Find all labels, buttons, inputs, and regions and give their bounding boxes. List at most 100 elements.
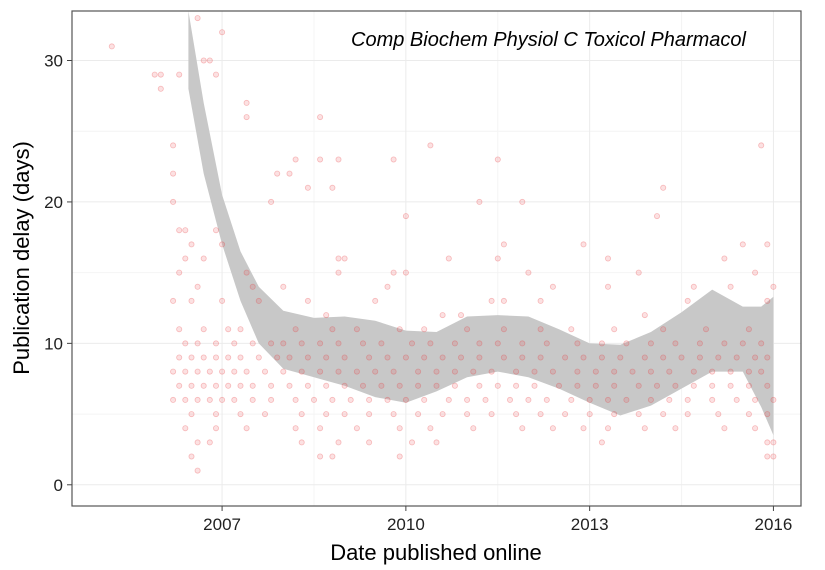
data-point [268, 396, 275, 403]
data-point [611, 368, 618, 375]
data-point [549, 425, 556, 432]
data-point [206, 368, 213, 375]
data-point [733, 354, 740, 361]
data-point [598, 439, 605, 446]
data-point [353, 368, 360, 375]
data-point [212, 354, 219, 361]
data-point [611, 411, 618, 418]
data-point [476, 354, 483, 361]
data-point [182, 227, 189, 234]
data-point [770, 283, 777, 290]
data-point [188, 453, 195, 460]
data-point [537, 297, 544, 304]
data-point [194, 396, 201, 403]
data-point [243, 269, 250, 276]
data-point [317, 453, 324, 460]
data-point [323, 312, 330, 319]
data-point [384, 283, 391, 290]
data-point [421, 326, 428, 333]
data-point [513, 382, 520, 389]
data-point [237, 354, 244, 361]
data-point [274, 170, 281, 177]
data-point [531, 382, 538, 389]
data-point [194, 283, 201, 290]
data-point [494, 156, 501, 163]
data-point [176, 269, 183, 276]
data-point [231, 340, 238, 347]
data-point [457, 312, 464, 319]
data-point [317, 368, 324, 375]
data-point [268, 198, 275, 205]
y-tick-label: 20 [44, 193, 63, 212]
data-point [690, 382, 697, 389]
data-point [317, 425, 324, 432]
data-point [684, 411, 691, 418]
data-point [219, 29, 226, 36]
data-point [317, 340, 324, 347]
data-point [427, 425, 434, 432]
data-point [304, 382, 311, 389]
data-point [562, 411, 569, 418]
data-point [696, 354, 703, 361]
data-point [310, 396, 317, 403]
data-point [562, 354, 569, 361]
data-point [341, 354, 348, 361]
data-point [549, 283, 556, 290]
data-point [268, 340, 275, 347]
data-point [151, 71, 158, 78]
data-point [323, 382, 330, 389]
data-point [451, 368, 458, 375]
data-point [745, 411, 752, 418]
data-point [513, 368, 520, 375]
data-point [292, 396, 299, 403]
data-point [696, 340, 703, 347]
data-point [703, 326, 710, 333]
data-point [396, 453, 403, 460]
x-tick-label: 2016 [755, 515, 793, 534]
data-point [457, 354, 464, 361]
data-point [157, 71, 164, 78]
data-point [684, 396, 691, 403]
data-point [170, 396, 177, 403]
data-point [494, 382, 501, 389]
data-point [243, 99, 250, 106]
data-point [476, 340, 483, 347]
data-point [439, 354, 446, 361]
data-point [249, 340, 256, 347]
data-point [243, 368, 250, 375]
data-point [212, 425, 219, 432]
data-point [359, 340, 366, 347]
data-point [482, 396, 489, 403]
y-axis-ticks: 0 10 20 30 [44, 52, 72, 495]
data-point [488, 297, 495, 304]
data-point [366, 396, 373, 403]
data-point [329, 326, 336, 333]
data-point [500, 297, 507, 304]
data-point [605, 425, 612, 432]
data-point [353, 425, 360, 432]
data-point [574, 368, 581, 375]
data-point [611, 326, 618, 333]
data-point [323, 411, 330, 418]
data-point [390, 269, 397, 276]
data-point [225, 354, 232, 361]
data-point [580, 425, 587, 432]
data-point [586, 411, 593, 418]
data-point [709, 382, 716, 389]
data-point [200, 255, 207, 262]
data-point [157, 85, 164, 92]
data-point [194, 439, 201, 446]
data-point [464, 396, 471, 403]
data-point [647, 368, 654, 375]
data-point [752, 354, 759, 361]
x-tick-label: 2013 [571, 515, 609, 534]
data-point [304, 184, 311, 191]
data-point [261, 368, 268, 375]
data-point [219, 368, 226, 375]
data-point [660, 411, 667, 418]
data-point [709, 396, 716, 403]
data-point [286, 382, 293, 389]
data-point [605, 255, 612, 262]
data-point [635, 269, 642, 276]
data-point [402, 269, 409, 276]
